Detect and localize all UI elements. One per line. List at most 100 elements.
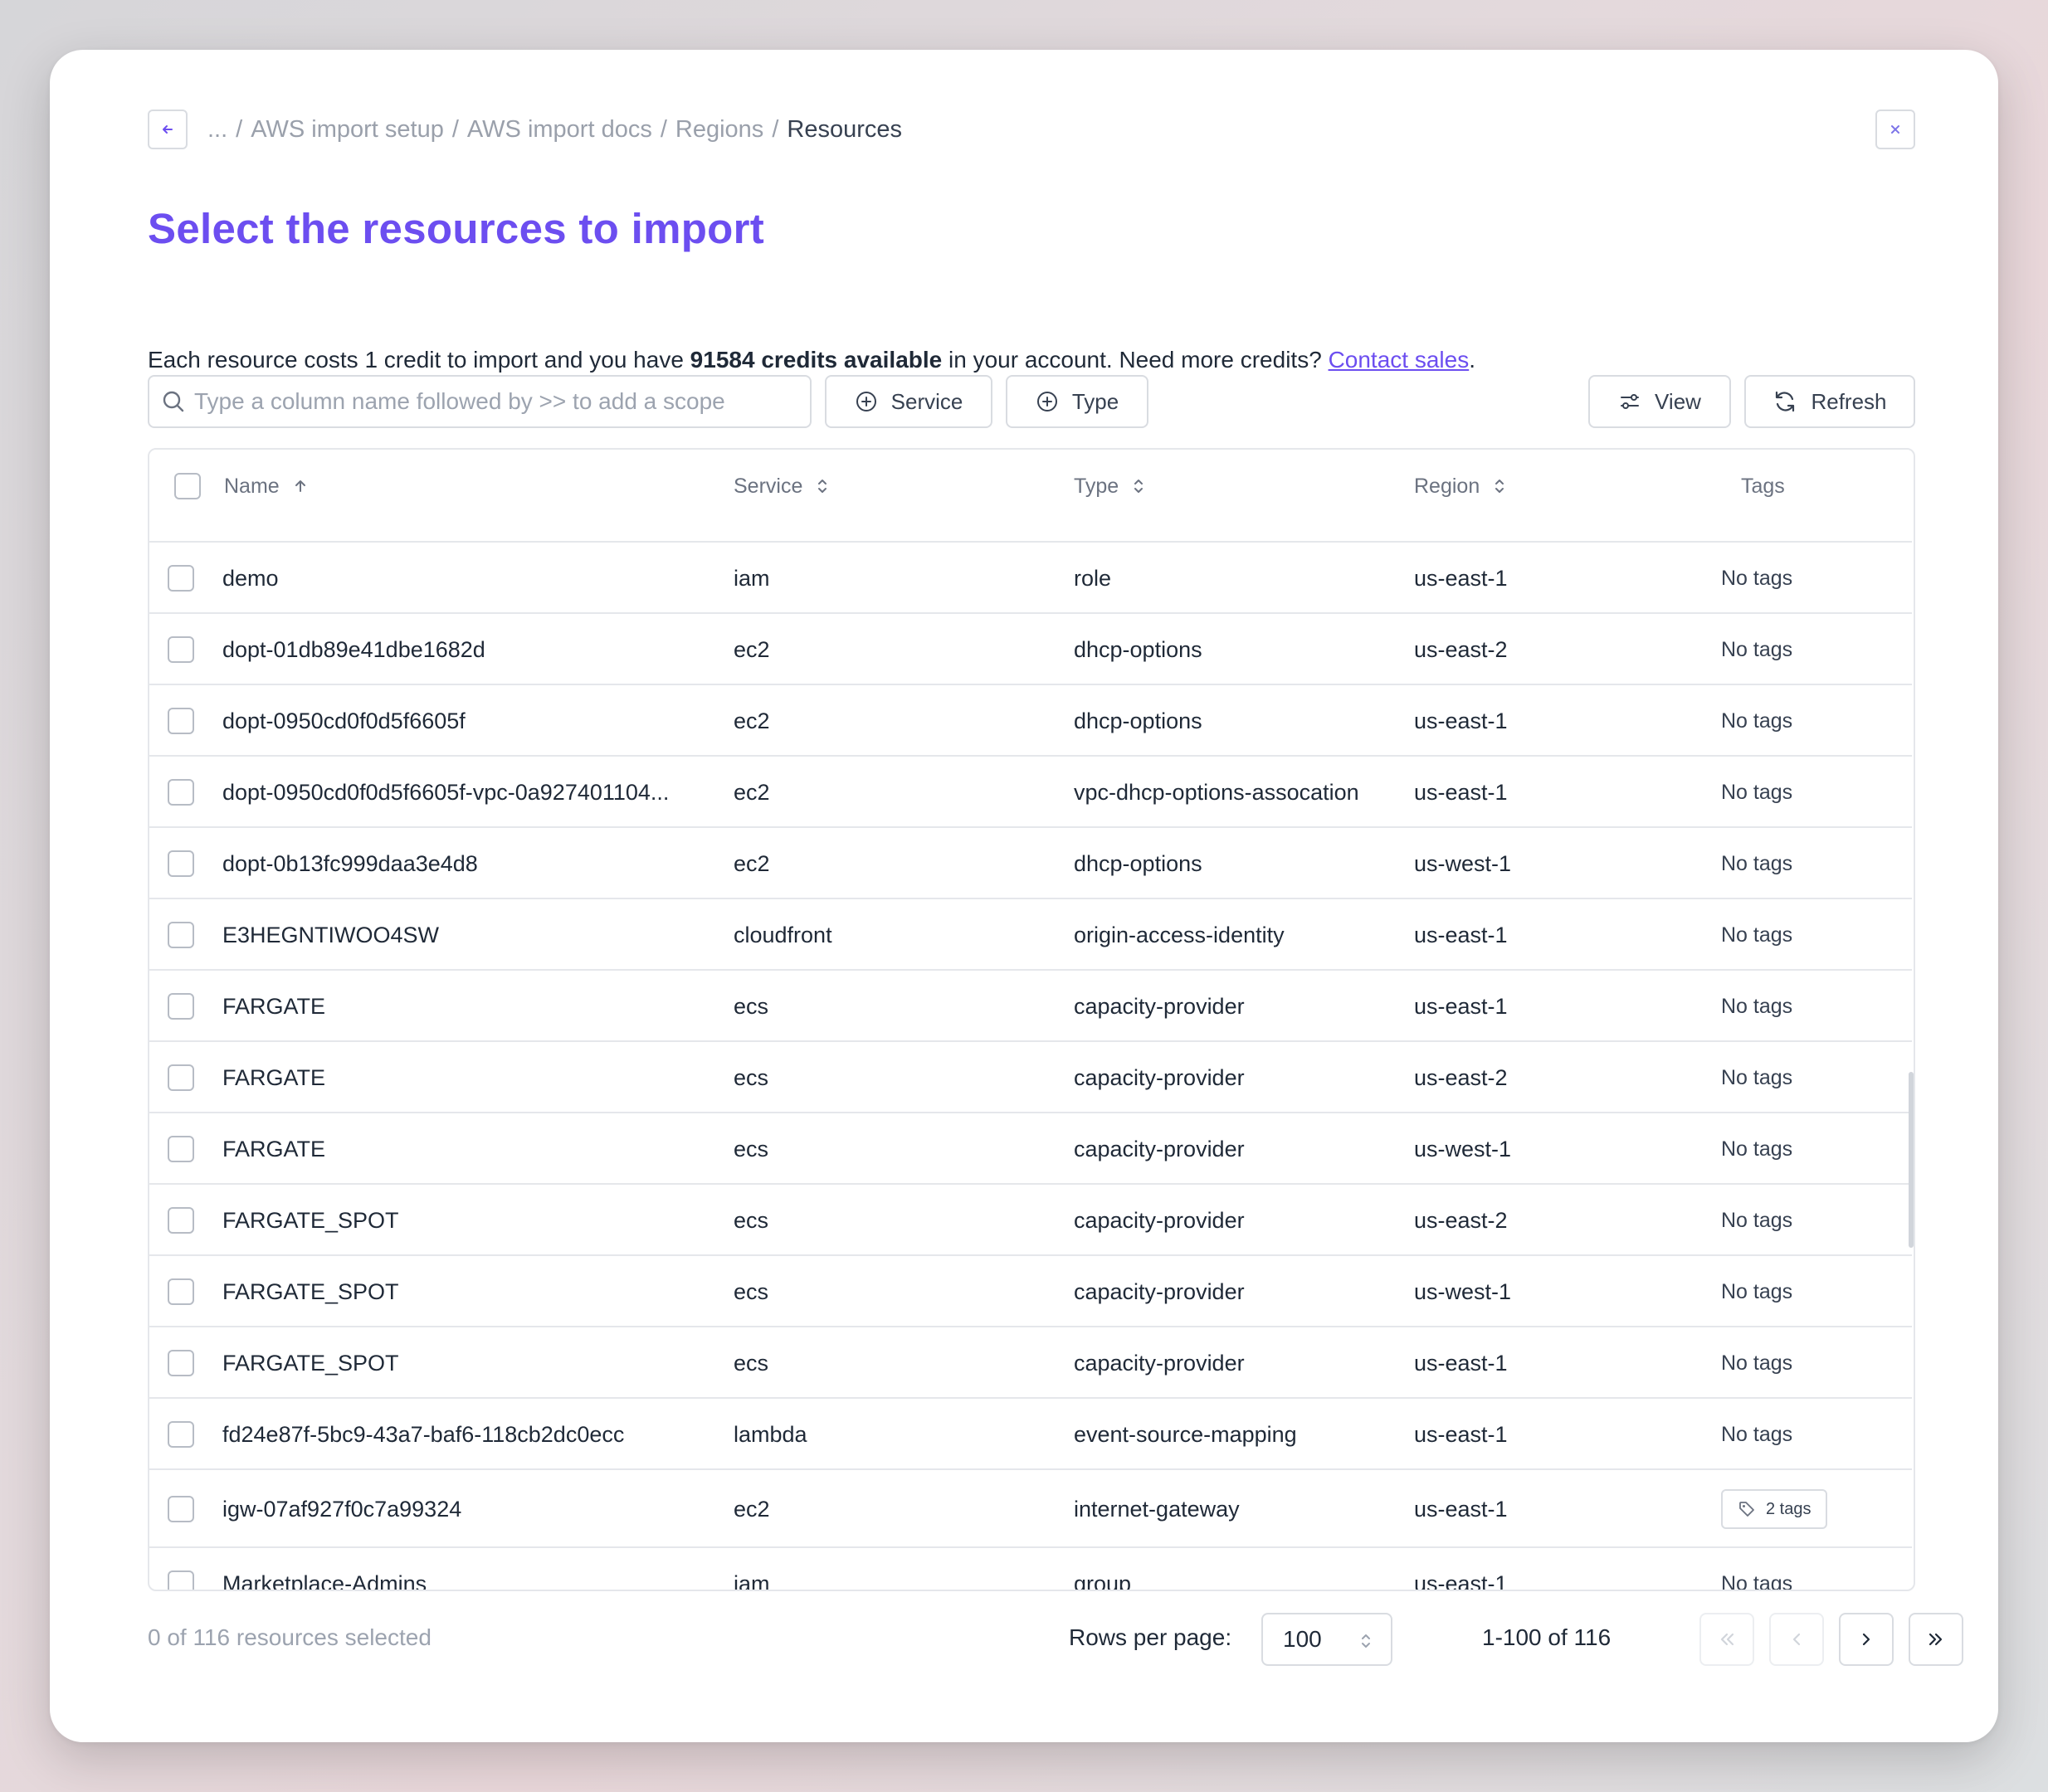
breadcrumb-separator: / [236, 115, 243, 143]
table-row[interactable]: demo iam role us-east-1 No tags [149, 543, 1912, 614]
cell-tags: No tags [1721, 1351, 1793, 1375]
row-checkbox[interactable] [168, 922, 194, 948]
table-row[interactable]: FARGATE ecs capacity-provider us-east-1 No t… [149, 971, 1912, 1042]
cell-tags: No tags [1721, 1208, 1793, 1232]
row-checkbox[interactable] [168, 850, 194, 877]
cell-tags: No tags [1721, 780, 1793, 804]
row-checkbox[interactable] [168, 708, 194, 734]
cell-region: us-east-1 [1414, 1421, 1508, 1447]
row-checkbox[interactable] [168, 1570, 194, 1590]
service-filter-button[interactable]: Service [825, 375, 992, 428]
table-row[interactable]: igw-07af927f0c7a99324 ec2 internet-gateway… [149, 1470, 1912, 1548]
view-button[interactable]: View [1588, 375, 1731, 428]
chevron-up-down-icon [1495, 480, 1504, 493]
row-checkbox[interactable] [168, 1278, 194, 1305]
cell-type: group [1074, 1570, 1132, 1591]
column-header-region[interactable]: Region [1414, 450, 1508, 523]
row-checkbox[interactable] [168, 1064, 194, 1091]
chevron-right-icon [1862, 1633, 1870, 1646]
first-page-button[interactable] [1699, 1613, 1754, 1666]
rows-per-page-select[interactable]: 100 [1261, 1613, 1392, 1666]
search-box[interactable] [148, 375, 812, 428]
back-button[interactable] [148, 110, 188, 149]
cell-name: dopt-0950cd0f0d5f6605f-vpc-0a927401104..… [222, 779, 670, 805]
previous-page-button[interactable] [1769, 1613, 1824, 1666]
cell-service: ecs [734, 993, 769, 1019]
sliders-icon [1621, 394, 1640, 409]
breadcrumb-item-aws-import-docs[interactable]: AWS import docs [466, 115, 652, 143]
chevrons-left-icon [1720, 1633, 1734, 1646]
cell-type: vpc-dhcp-options-assocation [1074, 779, 1359, 805]
cell-type: capacity-provider [1074, 1207, 1245, 1233]
table-row[interactable]: FARGATE ecs capacity-provider us-east-2 No t… [149, 1042, 1912, 1113]
tags-badge[interactable]: 2 tags [1721, 1489, 1828, 1529]
import-modal: ... / AWS import setup / AWS import docs… [50, 50, 1998, 1742]
table-row[interactable]: FARGATE ecs capacity-provider us-west-1 No t… [149, 1113, 1912, 1185]
table-row[interactable]: FARGATE_SPOT ecs capacity-provider us-east-… [149, 1185, 1912, 1256]
close-button[interactable] [1875, 110, 1915, 149]
cell-region: us-east-1 [1414, 779, 1508, 805]
breadcrumb-item-regions[interactable]: Regions [675, 115, 764, 143]
cell-name: fd24e87f-5bc9-43a7-baf6-118cb2dc0ecc [222, 1421, 625, 1447]
column-header-name[interactable]: Name [224, 450, 310, 523]
rows-per-page-label: Rows per page: [1069, 1624, 1232, 1650]
table-row[interactable]: dopt-01db89e41dbe1682d ec2 dhcp-options us-… [149, 614, 1912, 685]
cell-name: demo [222, 565, 279, 591]
row-checkbox[interactable] [168, 1207, 194, 1234]
row-checkbox[interactable] [168, 1136, 194, 1162]
table-row[interactable]: dopt-0950cd0f0d5f6605f-vpc-0a927401104..… [149, 757, 1912, 828]
cell-name: FARGATE_SPOT [222, 1207, 399, 1233]
type-filter-button[interactable]: Type [1006, 375, 1148, 428]
cell-type: internet-gateway [1074, 1496, 1240, 1522]
cell-tags: No tags [1721, 851, 1793, 875]
cell-service: ecs [734, 1136, 769, 1161]
row-checkbox[interactable] [168, 1496, 194, 1522]
table-row[interactable]: fd24e87f-5bc9-43a7-baf6-118cb2dc0ecc lamb… [149, 1399, 1912, 1470]
select-all-checkbox[interactable] [174, 473, 201, 499]
cell-name: dopt-0950cd0f0d5f6605f [222, 708, 466, 733]
contact-sales-link[interactable]: Contact sales [1328, 347, 1470, 373]
breadcrumb-item-aws-import-setup[interactable]: AWS import setup [251, 115, 444, 143]
cell-tags: No tags [1721, 1422, 1793, 1446]
column-header-service[interactable]: Service [734, 450, 831, 523]
row-checkbox[interactable] [168, 1350, 194, 1376]
cell-service: ecs [734, 1064, 769, 1090]
row-checkbox[interactable] [168, 993, 194, 1020]
tag-icon [1739, 1502, 1754, 1517]
table-row[interactable]: dopt-0950cd0f0d5f6605f ec2 dhcp-options us-… [149, 685, 1912, 757]
row-checkbox[interactable] [168, 636, 194, 663]
cell-tags: No tags [1721, 566, 1793, 590]
resources-table: Name Service Type Region [148, 448, 1915, 1591]
cell-tags: No tags [1721, 1065, 1793, 1089]
row-checkbox[interactable] [168, 565, 194, 592]
table-row[interactable]: FARGATE_SPOT ecs capacity-provider us-west-… [149, 1256, 1912, 1327]
table-row[interactable]: FARGATE_SPOT ecs capacity-provider us-east-… [149, 1327, 1912, 1399]
breadcrumb-item-ellipsis[interactable]: ... [207, 115, 228, 143]
cell-service: ec2 [734, 708, 770, 733]
cell-region: us-east-2 [1414, 1207, 1508, 1233]
column-header-type[interactable]: Type [1074, 450, 1147, 523]
cell-service: lambda [734, 1421, 807, 1447]
refresh-button[interactable]: Refresh [1744, 375, 1915, 428]
table-row[interactable]: Marketplace-Admins iam group us-east-1 No ta… [149, 1548, 1912, 1591]
type-filter-label: Type [1071, 388, 1119, 414]
next-page-button[interactable] [1839, 1613, 1894, 1666]
cell-name: FARGATE [222, 1136, 326, 1161]
table-row[interactable]: dopt-0b13fc999daa3e4d8 ec2 dhcp-options us-… [149, 828, 1912, 899]
last-page-button[interactable] [1909, 1613, 1963, 1666]
row-checkbox[interactable] [168, 1421, 194, 1448]
cell-region: us-east-1 [1414, 993, 1508, 1019]
cell-region: us-west-1 [1414, 1278, 1512, 1304]
cell-type: capacity-provider [1074, 1064, 1245, 1090]
search-input[interactable] [194, 388, 792, 415]
view-label: View [1655, 388, 1701, 414]
cell-type: event-source-mapping [1074, 1421, 1297, 1447]
desc-text-pre: Each resource costs 1 credit to import a… [148, 347, 690, 373]
column-header-name-label: Name [224, 474, 280, 498]
table-scrollbar[interactable] [1909, 1072, 1914, 1248]
table-row[interactable]: E3HEGNTIWOO4SW cloudfront origin-access-id… [149, 899, 1912, 971]
cell-type: dhcp-options [1074, 636, 1202, 662]
chevron-left-icon [1792, 1633, 1801, 1646]
row-checkbox[interactable] [168, 779, 194, 806]
desc-text-post: in your account. Need more credits? [942, 347, 1329, 373]
